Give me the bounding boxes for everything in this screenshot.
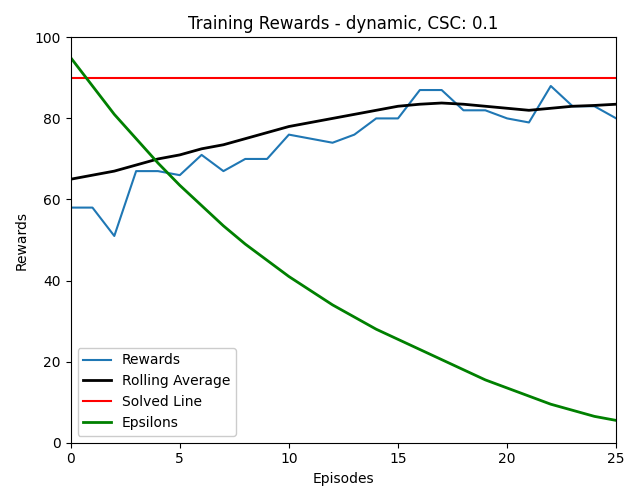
Solved Line	[88, 75, 96, 81]
Rewards	[503, 115, 511, 121]
Epsilons	[372, 326, 380, 332]
Epsilons	[438, 357, 445, 363]
Rewards	[372, 115, 380, 121]
Epsilons	[547, 401, 555, 407]
Epsilons	[154, 160, 162, 166]
Epsilons	[460, 367, 467, 373]
Rewards	[198, 152, 205, 158]
Rolling Average	[591, 102, 598, 108]
Rolling Average	[438, 100, 445, 106]
X-axis label: Episodes: Episodes	[312, 472, 374, 486]
Rolling Average	[67, 176, 74, 182]
Rolling Average	[416, 101, 424, 107]
Rolling Average	[460, 101, 467, 107]
Rolling Average	[351, 111, 358, 117]
Epsilons	[132, 136, 140, 142]
Epsilons	[307, 288, 314, 294]
Rewards	[394, 115, 402, 121]
Rewards	[88, 204, 96, 210]
Legend: Rewards, Rolling Average, Solved Line, Epsilons: Rewards, Rolling Average, Solved Line, E…	[77, 348, 236, 436]
Rolling Average	[503, 105, 511, 111]
Rolling Average	[241, 136, 249, 142]
Rewards	[547, 83, 555, 89]
Rewards	[220, 168, 227, 174]
Epsilons	[241, 241, 249, 247]
Rolling Average	[132, 162, 140, 168]
Line: Rolling Average: Rolling Average	[70, 103, 616, 179]
Rewards	[154, 168, 162, 174]
Epsilons	[111, 111, 118, 117]
Title: Training Rewards - dynamic, CSC: 0.1: Training Rewards - dynamic, CSC: 0.1	[188, 15, 499, 33]
Rewards	[481, 107, 489, 113]
Rolling Average	[88, 172, 96, 178]
Rewards	[176, 172, 184, 178]
Rewards	[329, 140, 337, 146]
Rewards	[351, 132, 358, 138]
Rewards	[591, 103, 598, 109]
Solved Line	[67, 75, 74, 81]
Rewards	[285, 132, 292, 138]
Y-axis label: Rewards: Rewards	[15, 210, 29, 270]
Rewards	[111, 233, 118, 239]
Rewards	[460, 107, 467, 113]
Epsilons	[481, 377, 489, 383]
Rewards	[307, 136, 314, 142]
Line: Epsilons: Epsilons	[70, 58, 616, 420]
Epsilons	[569, 407, 577, 413]
Rolling Average	[198, 146, 205, 152]
Rewards	[438, 87, 445, 93]
Rolling Average	[329, 115, 337, 121]
Epsilons	[351, 314, 358, 320]
Epsilons	[220, 223, 227, 229]
Epsilons	[176, 182, 184, 188]
Rewards	[569, 103, 577, 109]
Epsilons	[263, 258, 271, 264]
Rolling Average	[176, 152, 184, 158]
Rewards	[525, 119, 532, 125]
Rolling Average	[263, 130, 271, 136]
Epsilons	[416, 347, 424, 353]
Rolling Average	[372, 107, 380, 113]
Rolling Average	[547, 105, 555, 111]
Rewards	[612, 115, 620, 121]
Epsilons	[67, 55, 74, 61]
Rolling Average	[612, 101, 620, 107]
Rewards	[263, 156, 271, 162]
Rolling Average	[481, 103, 489, 109]
Epsilons	[503, 385, 511, 391]
Epsilons	[591, 413, 598, 419]
Epsilons	[394, 336, 402, 342]
Rolling Average	[307, 119, 314, 125]
Rolling Average	[154, 156, 162, 162]
Rolling Average	[220, 142, 227, 148]
Epsilons	[329, 302, 337, 308]
Line: Rewards: Rewards	[70, 86, 616, 236]
Rolling Average	[394, 103, 402, 109]
Rolling Average	[525, 107, 532, 113]
Rolling Average	[569, 103, 577, 109]
Epsilons	[612, 417, 620, 423]
Rolling Average	[111, 168, 118, 174]
Epsilons	[88, 83, 96, 89]
Rewards	[132, 168, 140, 174]
Epsilons	[198, 202, 205, 208]
Rewards	[241, 156, 249, 162]
Rolling Average	[285, 124, 292, 130]
Epsilons	[525, 393, 532, 399]
Epsilons	[285, 274, 292, 280]
Rewards	[67, 204, 74, 210]
Rewards	[416, 87, 424, 93]
